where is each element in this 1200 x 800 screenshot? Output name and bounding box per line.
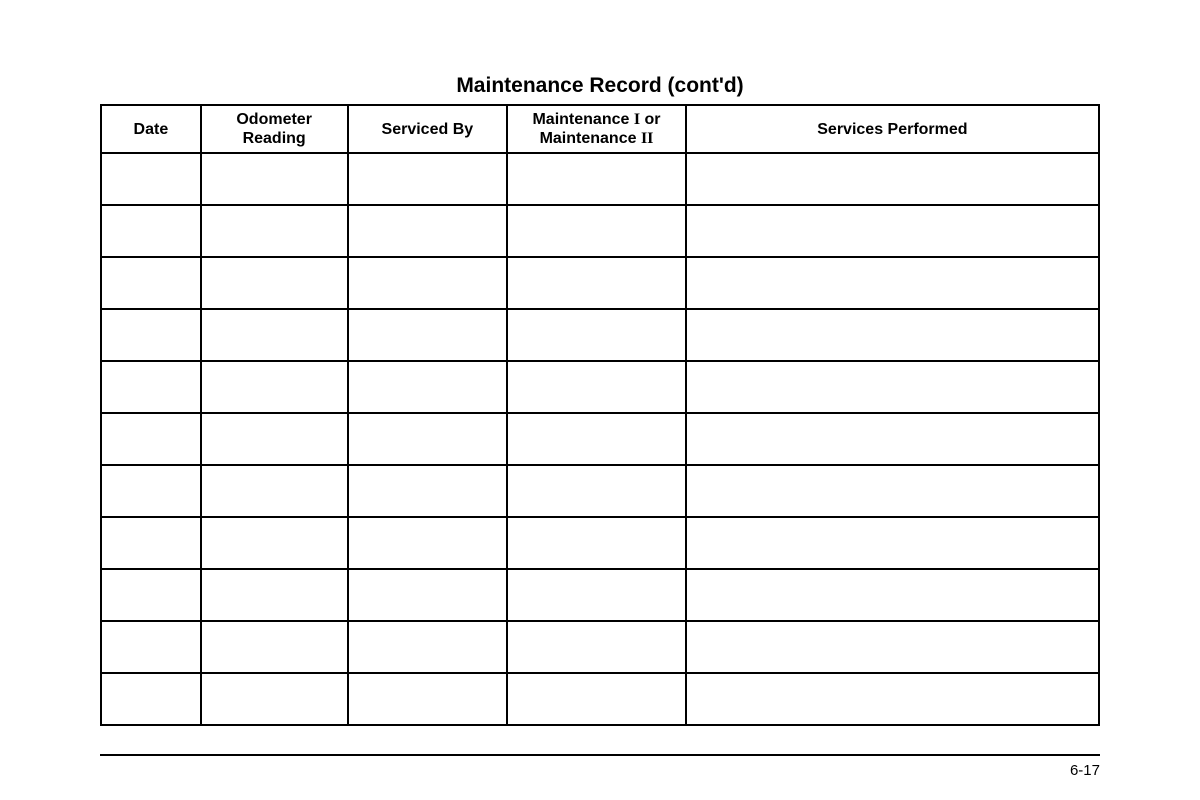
column-header-maintenance_type: Maintenance I orMaintenance II — [507, 105, 686, 153]
table-cell — [201, 673, 348, 725]
table-cell — [101, 257, 201, 309]
page-number: 6-17 — [100, 762, 1100, 779]
page-title: Maintenance Record (cont'd) — [100, 74, 1100, 98]
table-cell — [201, 309, 348, 361]
table-cell — [101, 621, 201, 673]
table-cell — [348, 465, 508, 517]
table-header-row: DateOdometerReadingServiced ByMaintenanc… — [101, 105, 1099, 153]
table-cell — [507, 361, 686, 413]
table-cell — [507, 257, 686, 309]
table-cell — [686, 465, 1099, 517]
table-cell — [507, 465, 686, 517]
table-cell — [201, 153, 348, 205]
table-body — [101, 153, 1099, 725]
table-cell — [507, 673, 686, 725]
maintenance-record-table: DateOdometerReadingServiced ByMaintenanc… — [100, 104, 1100, 726]
table-cell — [348, 569, 508, 621]
table-cell — [686, 309, 1099, 361]
table-cell — [101, 361, 201, 413]
table-cell — [201, 569, 348, 621]
table-header: DateOdometerReadingServiced ByMaintenanc… — [101, 105, 1099, 153]
table-cell — [686, 153, 1099, 205]
table-cell — [686, 517, 1099, 569]
table-cell — [101, 673, 201, 725]
table-cell — [686, 205, 1099, 257]
table-cell — [348, 361, 508, 413]
table-cell — [507, 153, 686, 205]
table-cell — [348, 205, 508, 257]
table-row — [101, 517, 1099, 569]
table-cell — [686, 569, 1099, 621]
table-row — [101, 309, 1099, 361]
table-cell — [101, 153, 201, 205]
table-cell — [348, 621, 508, 673]
table-cell — [686, 257, 1099, 309]
table-cell — [348, 673, 508, 725]
column-header-services_performed: Services Performed — [686, 105, 1099, 153]
table-cell — [348, 413, 508, 465]
table-cell — [507, 569, 686, 621]
table-cell — [507, 205, 686, 257]
table-cell — [101, 569, 201, 621]
table-cell — [348, 153, 508, 205]
table-cell — [101, 517, 201, 569]
table-cell — [507, 621, 686, 673]
table-row — [101, 621, 1099, 673]
table-cell — [348, 517, 508, 569]
table-cell — [201, 257, 348, 309]
page-container: Maintenance Record (cont'd) DateOdometer… — [0, 0, 1200, 800]
table-cell — [507, 413, 686, 465]
table-cell — [201, 205, 348, 257]
table-cell — [686, 621, 1099, 673]
table-cell — [101, 465, 201, 517]
table-row — [101, 569, 1099, 621]
table-cell — [686, 673, 1099, 725]
table-cell — [348, 257, 508, 309]
table-cell — [686, 413, 1099, 465]
table-cell — [507, 309, 686, 361]
column-header-serviced_by: Serviced By — [348, 105, 508, 153]
table-cell — [101, 413, 201, 465]
footer-rule — [100, 754, 1100, 756]
table-cell — [348, 309, 508, 361]
table-row — [101, 673, 1099, 725]
table-row — [101, 361, 1099, 413]
table-cell — [201, 517, 348, 569]
table-row — [101, 153, 1099, 205]
table-row — [101, 465, 1099, 517]
table-row — [101, 205, 1099, 257]
table-cell — [507, 517, 686, 569]
table-row — [101, 257, 1099, 309]
table-cell — [201, 465, 348, 517]
table-cell — [101, 205, 201, 257]
column-header-date: Date — [101, 105, 201, 153]
table-cell — [686, 361, 1099, 413]
column-header-odometer: OdometerReading — [201, 105, 348, 153]
table-cell — [201, 621, 348, 673]
table-cell — [201, 361, 348, 413]
table-cell — [101, 309, 201, 361]
table-row — [101, 413, 1099, 465]
table-cell — [201, 413, 348, 465]
